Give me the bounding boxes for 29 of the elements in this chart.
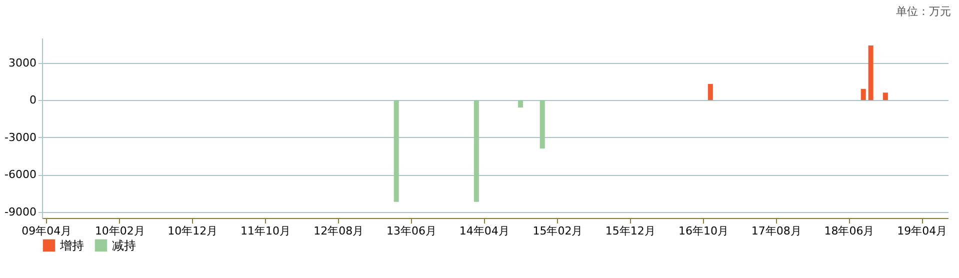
x-tick-label: 19年04月 xyxy=(897,224,948,238)
x-tick-label: 10年02月 xyxy=(94,224,145,238)
x-tick-label: 15年02月 xyxy=(532,224,583,238)
x-tick-label: 16年10月 xyxy=(678,224,728,238)
bar xyxy=(540,100,545,148)
y-tick-label: -3000 xyxy=(4,130,36,144)
legend-label: 减持 xyxy=(112,238,136,252)
x-tick-label: 15年12月 xyxy=(605,224,656,238)
x-tick-label: 11年10月 xyxy=(240,224,290,238)
bar xyxy=(882,92,888,100)
x-tick-label: 13年06月 xyxy=(386,224,436,238)
bar xyxy=(518,100,524,108)
x-tick-label: 09年04月 xyxy=(22,224,72,238)
y-tick-label: -6000 xyxy=(4,168,36,182)
x-tick-label: 14年04月 xyxy=(459,224,510,238)
y-tick-label: -9000 xyxy=(4,205,36,218)
bar xyxy=(708,84,713,100)
y-tick-label: 3000 xyxy=(8,56,36,70)
bar xyxy=(868,45,874,100)
x-tick-label: 12年08月 xyxy=(314,224,364,238)
legend-label: 增持 xyxy=(59,238,84,252)
x-tick-label: 10年12月 xyxy=(168,224,218,238)
bar xyxy=(394,100,399,202)
text: 单位：万元 xyxy=(896,4,951,19)
x-tick-label: 18年06月 xyxy=(824,224,874,238)
bar xyxy=(474,100,479,202)
x-tick-label: 17年08月 xyxy=(751,224,802,238)
bar xyxy=(860,88,866,100)
y-tick-label: 0 xyxy=(30,94,36,107)
